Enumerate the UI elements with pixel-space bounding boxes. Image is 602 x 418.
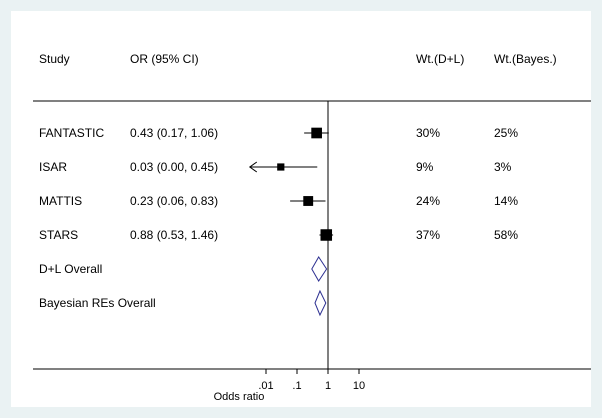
study-weight-bayes: 25% <box>494 126 518 140</box>
study-weight-bayes: 3% <box>494 160 512 174</box>
point-estimate <box>277 163 285 171</box>
study-name: FANTASTIC <box>39 126 104 140</box>
study-weight-dl: 30% <box>416 126 440 140</box>
x-axis-ticks: .01 .1 1 10 <box>258 369 365 392</box>
forest-plot-svg: Study OR (95% CI) Wt.(D+L) Wt.(Bayes.) F… <box>33 52 591 403</box>
x-tick-label: .01 <box>258 380 273 392</box>
overall-label: Bayesian REs Overall <box>39 296 156 310</box>
study-weight-bayes: 58% <box>494 228 518 242</box>
ci-arrow <box>248 161 258 173</box>
overall-diamond <box>314 289 327 317</box>
study-or-ci: 0.23 (0.06, 0.83) <box>130 194 218 208</box>
overall-rows: D+L Overall Bayesian REs Overall <box>39 256 328 317</box>
header-wt-bayes: Wt.(Bayes.) <box>494 52 557 66</box>
study-name: MATTIS <box>39 194 82 208</box>
study-weight-bayes: 14% <box>494 194 518 208</box>
x-tick-label: .1 <box>292 380 301 392</box>
x-tick-label: 1 <box>325 380 331 392</box>
overall-label: D+L Overall <box>39 262 102 276</box>
point-estimate <box>303 196 314 206</box>
header-study: Study <box>39 52 70 66</box>
study-weight-dl: 37% <box>416 228 440 242</box>
forest-plot: Study OR (95% CI) Wt.(D+L) Wt.(Bayes.) F… <box>11 11 591 407</box>
point-estimate <box>320 229 333 241</box>
header-wt-dl: Wt.(D+L) <box>416 52 464 66</box>
study-rows: FANTASTIC 0.43 (0.17, 1.06) 30% 25% ISAR 0.03… <box>39 126 518 242</box>
study-name: STARS <box>39 228 78 242</box>
x-tick-label: 10 <box>353 380 365 392</box>
header-or-ci: OR (95% CI) <box>130 52 199 66</box>
study-weight-dl: 24% <box>416 194 440 208</box>
study-name: ISAR <box>39 160 67 174</box>
study-or-ci: 0.43 (0.17, 1.06) <box>130 126 218 140</box>
x-axis-label: Odds ratio <box>214 391 265 403</box>
overall-diamond <box>311 256 328 282</box>
point-estimate <box>311 127 322 139</box>
study-weight-dl: 9% <box>416 160 434 174</box>
study-or-ci: 0.03 (0.00, 0.45) <box>130 160 218 174</box>
study-or-ci: 0.88 (0.53, 1.46) <box>130 228 218 242</box>
